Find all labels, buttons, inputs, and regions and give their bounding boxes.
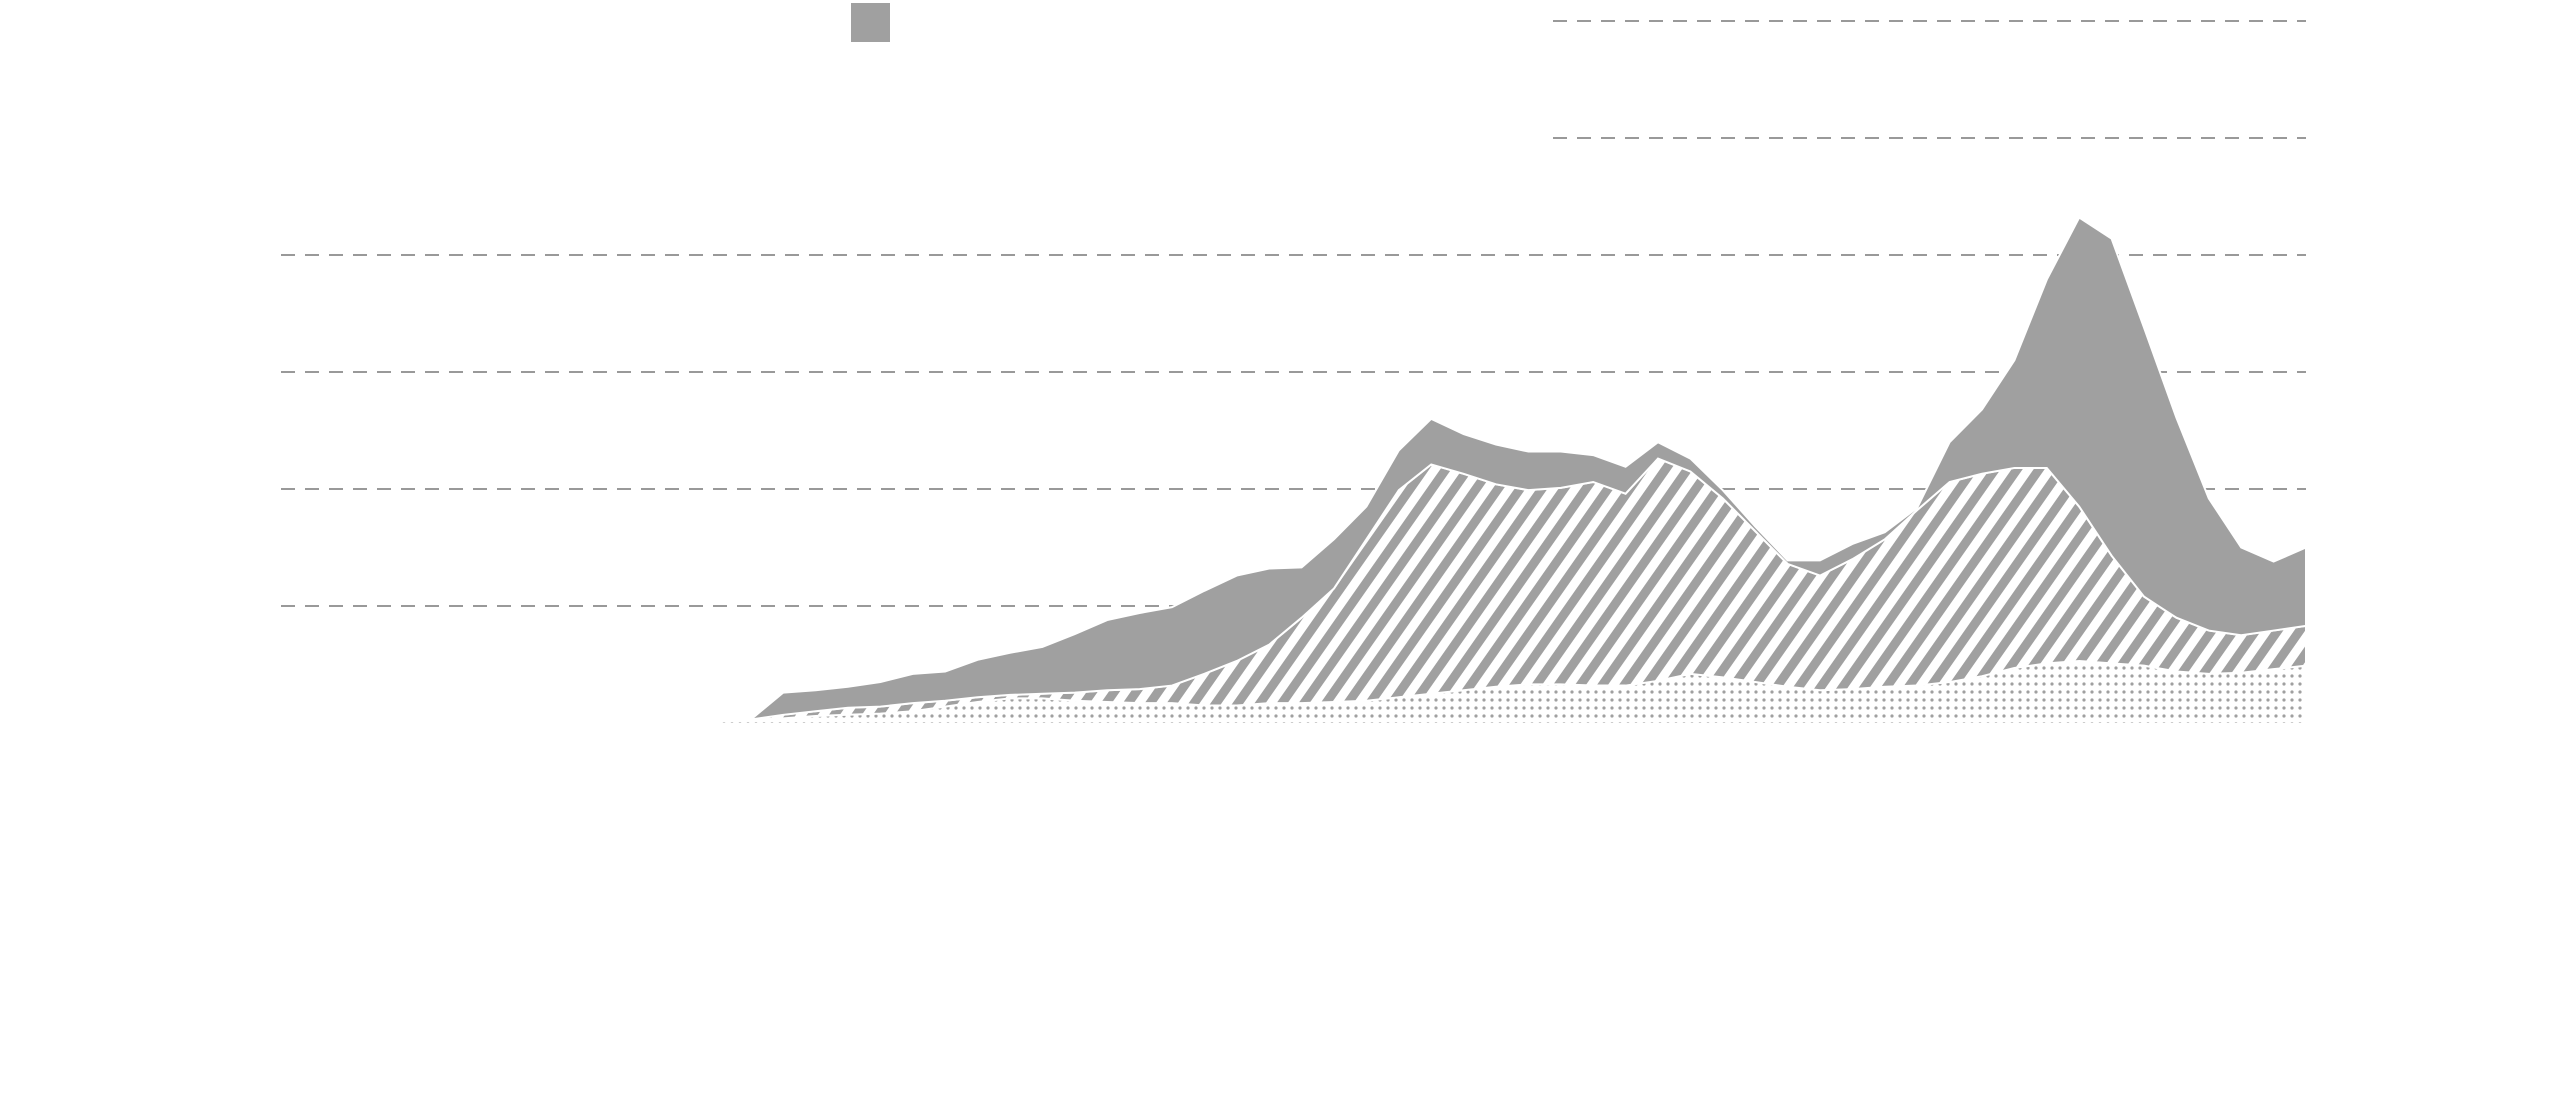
area	[686, 660, 2306, 723]
legend-area	[281, 0, 1550, 160]
area	[685, 216, 2307, 724]
legend-swatch	[851, 3, 890, 42]
areas	[685, 216, 2307, 724]
